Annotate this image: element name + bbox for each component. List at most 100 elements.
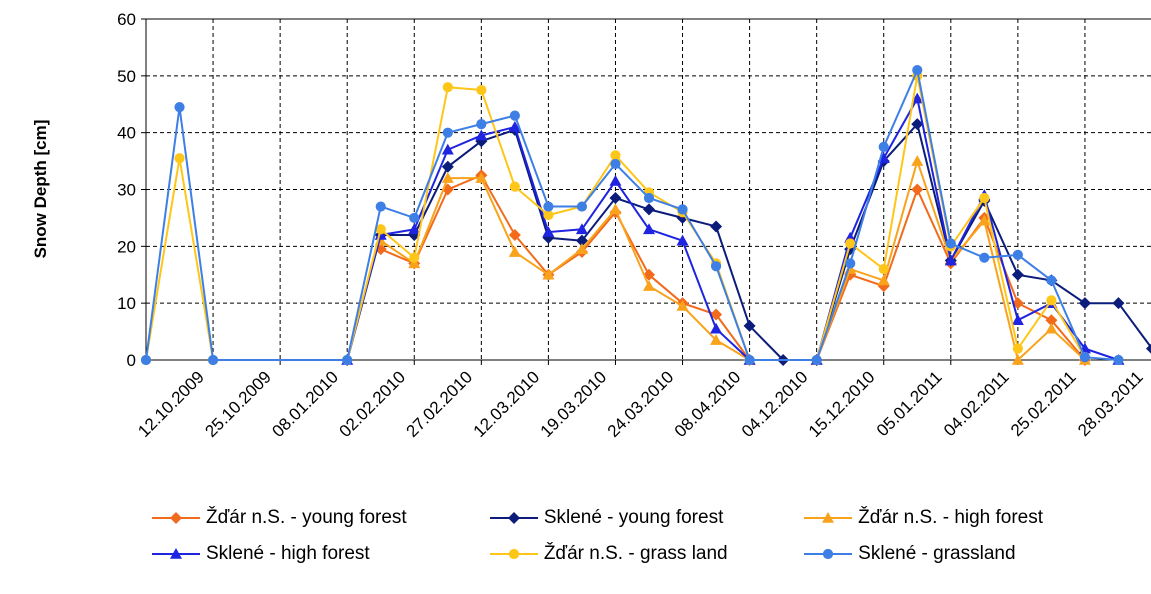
x-axis: 12.10.200925.10.200908.01.201002.02.2010… — [134, 360, 1147, 441]
data-point — [375, 224, 386, 235]
data-point — [1112, 297, 1125, 310]
data-point — [174, 101, 185, 113]
legend-label: Žďár n.S. - grass land — [543, 543, 728, 564]
data-point — [1146, 343, 1151, 354]
data-point — [507, 512, 520, 524]
data-point — [575, 243, 588, 254]
data-point — [543, 209, 554, 221]
x-tick-label: 24.03.2010 — [604, 367, 678, 441]
data-point — [609, 203, 622, 215]
data-point — [743, 319, 756, 332]
legend-swatch — [804, 548, 853, 560]
data-point — [140, 354, 152, 366]
data-point — [1046, 295, 1057, 306]
data-point — [409, 252, 420, 263]
x-tick-label: 19.03.2010 — [537, 367, 611, 441]
data-point — [979, 252, 990, 263]
series-group — [140, 65, 1151, 366]
data-point — [978, 214, 991, 226]
y-axis: 0 10 20 30 40 50 60 — [117, 10, 146, 370]
legend-item: Sklené - high forest — [150, 543, 488, 565]
legend-label: Žďár n.S. - young forest — [206, 507, 407, 528]
data-point — [441, 172, 454, 183]
data-point — [508, 228, 521, 241]
legend-item: Sklené - grassland — [802, 543, 1140, 565]
data-point — [542, 226, 555, 237]
data-point — [823, 548, 834, 560]
data-point — [441, 143, 454, 155]
data-point — [811, 354, 822, 366]
data-point — [476, 119, 487, 130]
data-point — [710, 322, 723, 334]
legend-swatch — [489, 512, 538, 524]
data-point — [610, 150, 621, 161]
data-point — [643, 280, 655, 291]
data-point — [877, 274, 890, 286]
data-point — [1113, 354, 1124, 366]
data-point — [609, 174, 622, 186]
legend: Žďár n.S. - young forest Sklené - young f… — [150, 500, 1140, 572]
data-point — [170, 548, 182, 559]
series-line — [341, 92, 1125, 365]
data-point — [509, 181, 520, 192]
data-point — [509, 110, 520, 121]
data-point — [710, 261, 722, 272]
data-point — [375, 201, 386, 212]
legend-label: Sklené - young forest — [543, 507, 724, 528]
data-point — [1079, 352, 1091, 363]
y-tick-label: 20 — [117, 237, 136, 256]
series-line — [341, 118, 1151, 366]
data-point — [643, 223, 655, 235]
legend-swatch — [804, 512, 853, 523]
grid-lines — [146, 19, 1151, 360]
data-point — [476, 84, 487, 96]
x-tick-label: 04.12.2010 — [738, 367, 812, 441]
data-point — [944, 254, 957, 266]
data-point — [676, 300, 689, 311]
data-point — [442, 82, 453, 93]
legend-item: Žďár n.S. - young forest — [150, 507, 488, 529]
data-point — [1012, 249, 1023, 260]
data-point — [676, 234, 689, 246]
data-point — [575, 223, 588, 235]
y-tick-label: 0 — [127, 351, 136, 370]
data-point — [575, 234, 588, 247]
data-point — [508, 246, 521, 257]
legend-item: Sklené - young forest — [488, 507, 802, 529]
data-point — [543, 201, 554, 212]
data-point — [744, 354, 755, 366]
series-path — [346, 95, 1119, 361]
y-tick-label: 60 — [117, 10, 136, 29]
series-path — [380, 157, 1086, 362]
data-point — [1046, 275, 1057, 286]
x-tick-label: 25.10.2009 — [201, 367, 275, 441]
legend-swatch — [489, 548, 538, 560]
x-tick-label: 12.10.2009 — [134, 367, 208, 441]
x-tick-label: 28.03.2011 — [1074, 367, 1147, 440]
y-tick-label: 50 — [117, 67, 136, 86]
data-point — [170, 512, 182, 524]
data-point — [441, 160, 454, 173]
data-point — [1011, 314, 1024, 326]
data-point — [1078, 297, 1091, 310]
data-point — [912, 65, 923, 76]
data-point — [878, 263, 889, 275]
legend-label: Sklené - grassland — [858, 543, 1016, 564]
data-point — [508, 548, 519, 560]
data-point — [710, 220, 723, 233]
legend-swatch — [152, 512, 200, 524]
data-point — [911, 118, 924, 131]
x-tick-label: 02.02.2010 — [335, 367, 409, 441]
x-tick-label: 27.02.2010 — [403, 367, 477, 441]
data-point — [845, 238, 856, 249]
data-point — [610, 158, 621, 170]
data-point — [979, 192, 990, 204]
data-point — [822, 512, 835, 523]
series-path — [346, 122, 1151, 361]
x-tick-label: 04.02.2011 — [940, 367, 1013, 440]
data-point — [475, 172, 488, 183]
data-point — [409, 212, 420, 224]
legend-label: Žďár n.S. - high forest — [858, 507, 1044, 528]
data-point — [442, 127, 453, 138]
